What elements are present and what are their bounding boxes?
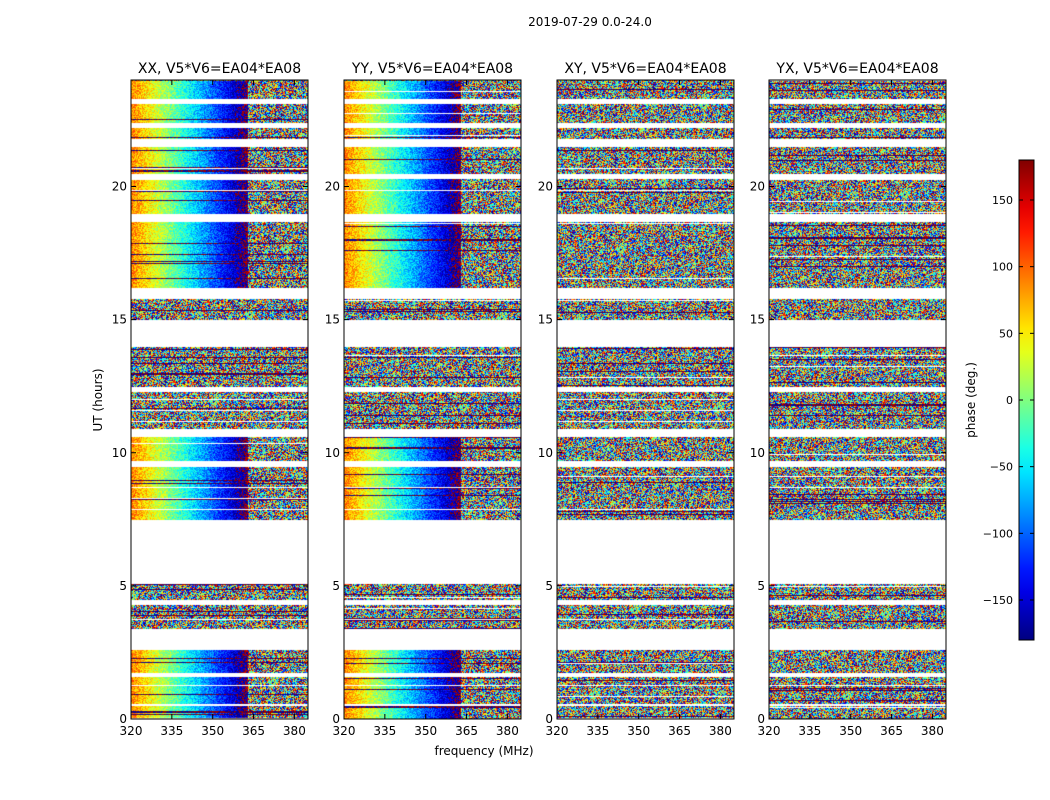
x-tick-label: 320: [120, 724, 143, 738]
y-tick-label: 10: [538, 446, 553, 460]
panel-frame: [556, 79, 735, 720]
y-tick-label: 5: [332, 579, 340, 593]
y-tick-label: 0: [545, 712, 553, 726]
x-axis-label: frequency (MHz): [434, 744, 533, 758]
x-tick-label: 350: [201, 724, 224, 738]
panel-3: YX, V5*V6=EA04*EA08 320 335 350 365 380 0 5 10 15…: [750, 61, 947, 738]
x-tick-label: 380: [283, 724, 306, 738]
y-tick-label: 10: [325, 446, 340, 460]
colorbar: −150 −100 −50 0 50 100 150: [983, 159, 1035, 641]
x-tick-label: 350: [414, 724, 437, 738]
y-tick-label: 15: [538, 313, 553, 327]
y-tick-label: 15: [325, 313, 340, 327]
y-tick-label: 5: [545, 579, 553, 593]
x-tick-label: 320: [758, 724, 781, 738]
y-tick-label: 20: [538, 180, 553, 194]
figure-suptitle: 2019-07-29 0.0-24.0: [528, 15, 652, 29]
panel-frame: [768, 79, 947, 720]
panel-frame: [130, 79, 309, 720]
panel-2: XY, V5*V6=EA04*EA08 320 335 350 365 380 0 5 10 15…: [538, 61, 735, 738]
colorbar-tick-label: −100: [983, 527, 1013, 540]
panel-title: YX, V5*V6=EA04*EA08: [775, 61, 938, 77]
x-tick-label: 365: [668, 724, 691, 738]
y-tick-label: 10: [750, 446, 765, 460]
y-tick-label: 5: [757, 579, 765, 593]
panel-1: YY, V5*V6=EA04*EA08 320 335 350 365 380 0 5 10 15…: [325, 61, 522, 738]
x-tick-label: 365: [455, 724, 478, 738]
y-tick-label: 15: [750, 313, 765, 327]
x-tick-label: 320: [333, 724, 356, 738]
x-tick-label: 350: [627, 724, 650, 738]
x-tick-label: 335: [160, 724, 183, 738]
phase-heatmap-image: [344, 80, 521, 719]
y-tick-label: 0: [757, 712, 765, 726]
y-tick-label: 5: [119, 579, 127, 593]
y-tick-label: 0: [332, 712, 340, 726]
x-tick-label: 335: [586, 724, 609, 738]
y-tick-label: 0: [119, 712, 127, 726]
panel-title: XY, V5*V6=EA04*EA08: [564, 61, 726, 77]
colorbar-tick-label: −50: [990, 461, 1013, 474]
colorbar-tick-label: −150: [983, 594, 1013, 607]
colorbar-tick-label: 100: [992, 261, 1013, 274]
phase-heatmap-image: [131, 80, 308, 719]
panel-title: XX, V5*V6=EA04*EA08: [138, 61, 301, 77]
phase-heatmap-image: [557, 80, 734, 719]
x-tick-label: 335: [373, 724, 396, 738]
colorbar-tick-label: 50: [999, 327, 1013, 340]
panel-frame: [343, 79, 522, 720]
x-tick-label: 380: [496, 724, 519, 738]
y-tick-label: 10: [112, 446, 127, 460]
panel-0: XX, V5*V6=EA04*EA08 320 335 350 365 380 0 5 10 15…: [112, 61, 309, 738]
colorbar-tick-label: 150: [992, 194, 1013, 207]
x-tick-label: 365: [242, 724, 265, 738]
y-tick-label: 20: [112, 180, 127, 194]
x-tick-label: 320: [546, 724, 569, 738]
phase-heatmap-image: [769, 80, 946, 719]
x-tick-label: 350: [839, 724, 862, 738]
colorbar-tick-label: 0: [1006, 394, 1013, 407]
y-tick-label: 20: [325, 180, 340, 194]
x-tick-label: 365: [880, 724, 903, 738]
y-tick-label: 20: [750, 180, 765, 194]
colorbar-label: phase (deg.): [964, 362, 978, 438]
y-tick-label: 15: [112, 313, 127, 327]
x-tick-label: 335: [798, 724, 821, 738]
panel-title: YY, V5*V6=EA04*EA08: [351, 61, 513, 77]
x-tick-label: 380: [921, 724, 944, 738]
panels-group: XX, V5*V6=EA04*EA08 320 335 350 365 380 0 5 10 15…: [112, 61, 947, 738]
y-axis-label: UT (hours): [91, 368, 105, 431]
x-tick-label: 380: [709, 724, 732, 738]
